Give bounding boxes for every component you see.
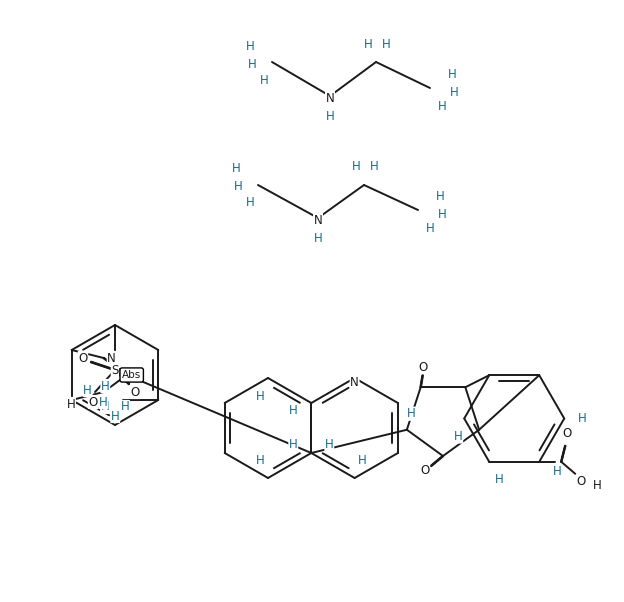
Text: H: H	[246, 40, 255, 52]
Text: H: H	[495, 473, 504, 486]
Text: H: H	[593, 479, 602, 492]
Text: H: H	[325, 438, 334, 452]
Text: N: N	[314, 214, 323, 226]
Text: H: H	[289, 438, 298, 452]
Text: H: H	[437, 208, 446, 220]
Text: N: N	[326, 92, 334, 105]
Text: H: H	[358, 453, 367, 467]
Text: H: H	[382, 37, 391, 51]
Text: H: H	[233, 181, 242, 193]
Text: H: H	[578, 412, 587, 425]
Text: H: H	[436, 190, 444, 202]
Text: H: H	[111, 409, 120, 423]
Text: H: H	[326, 110, 334, 122]
Text: H: H	[101, 379, 110, 393]
Text: H: H	[84, 383, 92, 397]
Text: H: H	[99, 396, 108, 409]
Text: N: N	[350, 376, 359, 388]
Text: O: O	[421, 464, 430, 477]
Text: H: H	[256, 389, 265, 403]
Text: H: H	[248, 58, 256, 70]
Text: O: O	[79, 352, 87, 364]
Text: O: O	[563, 427, 572, 440]
Text: H: H	[454, 430, 462, 443]
Text: S: S	[111, 364, 119, 376]
Text: H: H	[426, 222, 434, 235]
Text: H: H	[450, 85, 459, 99]
Text: O: O	[418, 361, 427, 374]
Text: H: H	[67, 397, 76, 411]
Text: Abs: Abs	[122, 370, 141, 380]
Text: O: O	[130, 385, 140, 399]
Text: H: H	[553, 465, 562, 479]
Text: H: H	[437, 99, 446, 113]
Text: H: H	[447, 67, 456, 81]
Text: N: N	[107, 352, 116, 364]
Text: H: H	[232, 163, 240, 176]
Text: H: H	[364, 37, 373, 51]
Text: H: H	[120, 400, 129, 414]
Text: H: H	[289, 405, 298, 418]
Text: H: H	[246, 196, 255, 209]
Text: O: O	[577, 476, 586, 488]
Text: H: H	[352, 161, 361, 173]
Text: H: H	[314, 232, 323, 244]
Text: H: H	[256, 453, 265, 467]
Text: O: O	[89, 396, 97, 409]
Text: H: H	[406, 407, 415, 420]
Text: H: H	[100, 400, 109, 414]
Text: H: H	[260, 73, 268, 87]
Text: H: H	[369, 161, 378, 173]
